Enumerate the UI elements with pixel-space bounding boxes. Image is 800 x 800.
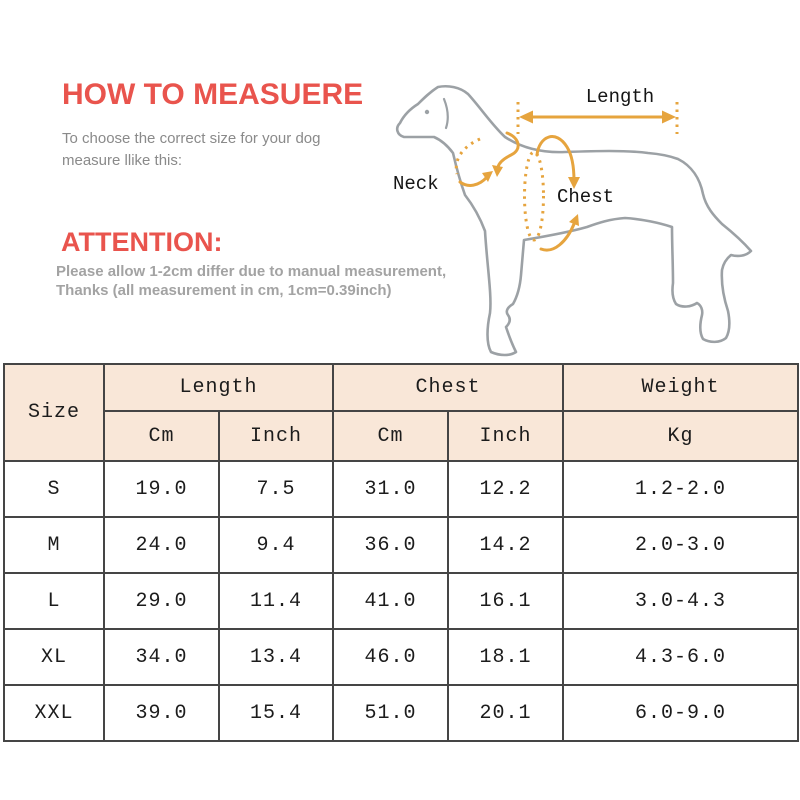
subcol-header-chest-cm: Cm	[332, 410, 450, 462]
length-arrowhead-right	[662, 110, 676, 124]
cell-chest-inch: 18.1	[447, 628, 565, 686]
subcol-header-length-cm: Cm	[103, 410, 220, 462]
neck-annotation: Neck	[393, 131, 520, 195]
cell-length-cm: 34.0	[103, 628, 220, 686]
col-header-size: Size	[3, 363, 105, 462]
table-header-row-units: Cm Inch Cm Inch Kg	[4, 410, 800, 462]
cell-weight-kg: 3.0-4.3	[562, 572, 800, 630]
attention-note-line-2: Thanks (all measurement in cm, 1cm=0.39i…	[56, 282, 392, 299]
cell-size: XL	[3, 628, 105, 686]
subtitle-line-1: To choose the correct size for your dog	[62, 130, 321, 147]
subtitle-line-2: measure llike this:	[62, 152, 183, 169]
cell-length-inch: 13.4	[217, 628, 335, 686]
size-row-xl: XL 34.0 13.4 46.0 18.1 4.3-6.0	[3, 628, 800, 686]
withers-arrowhead	[492, 165, 503, 177]
chest-top-arrowhead	[568, 177, 580, 189]
neck-label: Neck	[393, 173, 439, 195]
attention-note-line-1: Please allow 1-2cm differ due to manual …	[56, 263, 447, 280]
col-header-weight: Weight	[562, 363, 800, 412]
cell-chest-inch: 14.2	[447, 516, 565, 574]
subtitle: To choose the correct size for your dog …	[62, 128, 320, 172]
dog-measure-diagram: Length Neck Chest	[393, 84, 753, 357]
cell-weight-kg: 6.0-9.0	[562, 684, 800, 742]
cell-chest-cm: 36.0	[332, 516, 450, 574]
chest-annotation: Chest	[523, 135, 614, 252]
cell-size: M	[3, 516, 105, 574]
cell-chest-inch: 16.1	[447, 572, 565, 630]
attention-title: ATTENTION:	[61, 227, 223, 257]
cell-length-inch: 11.4	[217, 572, 335, 630]
cell-length-inch: 15.4	[217, 684, 335, 742]
cell-length-cm: 29.0	[103, 572, 220, 630]
size-row-xxl: XXL 39.0 15.4 51.0 20.1 6.0-9.0	[3, 684, 800, 742]
subcol-header-weight-kg: Kg	[562, 410, 800, 462]
cell-size: XXL	[3, 684, 105, 742]
size-row-l: L 29.0 11.4 41.0 16.1 3.0-4.3	[3, 572, 800, 630]
size-row-m: M 24.0 9.4 36.0 14.2 2.0-3.0	[3, 516, 800, 574]
cell-chest-cm: 41.0	[332, 572, 450, 630]
cell-size: S	[3, 460, 105, 518]
cell-size: L	[3, 572, 105, 630]
neck-dashed-arc	[454, 137, 481, 175]
cell-length-inch: 7.5	[217, 460, 335, 518]
subcol-header-length-inch: Inch	[217, 410, 335, 462]
size-table: Size Length Chest Weight Cm Inch Cm Inch…	[3, 363, 800, 742]
neck-arrowhead	[482, 171, 493, 182]
chest-label: Chest	[557, 186, 614, 208]
col-header-chest: Chest	[332, 363, 565, 412]
subcol-header-chest-inch: Inch	[447, 410, 565, 462]
cell-chest-cm: 46.0	[332, 628, 450, 686]
chest-dashed-ellipse	[523, 150, 545, 242]
col-header-length: Length	[102, 363, 335, 412]
length-arrowhead-left	[519, 110, 533, 124]
length-label: Length	[586, 86, 654, 108]
page-title: HOW TO MEASUERE	[62, 78, 364, 111]
dog-eye	[424, 109, 430, 115]
withers-arrow-arc	[496, 131, 520, 169]
cell-length-cm: 19.0	[103, 460, 220, 518]
dog-ear-inner-line	[442, 97, 449, 130]
table-header-row-groups: Size Length Chest Weight	[3, 363, 800, 462]
cell-chest-inch: 12.2	[447, 460, 565, 518]
cell-weight-kg: 4.3-6.0	[562, 628, 800, 686]
cell-length-inch: 9.4	[217, 516, 335, 574]
cell-length-cm: 24.0	[103, 516, 220, 574]
size-row-s: S 19.0 7.5 31.0 12.2 1.2-2.0	[3, 460, 800, 518]
cell-weight-kg: 2.0-3.0	[562, 516, 800, 574]
cell-chest-cm: 31.0	[332, 460, 450, 518]
cell-length-cm: 39.0	[103, 684, 220, 742]
neck-solid-arc	[458, 175, 489, 187]
chest-top-arc	[535, 135, 576, 183]
cell-chest-cm: 51.0	[332, 684, 450, 742]
length-annotation: Length	[516, 86, 679, 134]
cell-weight-kg: 1.2-2.0	[562, 460, 800, 518]
attention-note: Please allow 1-2cm differ due to manual …	[56, 262, 446, 300]
chest-bottom-arc	[539, 222, 576, 252]
chest-bottom-arrowhead	[569, 214, 579, 226]
cell-chest-inch: 20.1	[447, 684, 565, 742]
